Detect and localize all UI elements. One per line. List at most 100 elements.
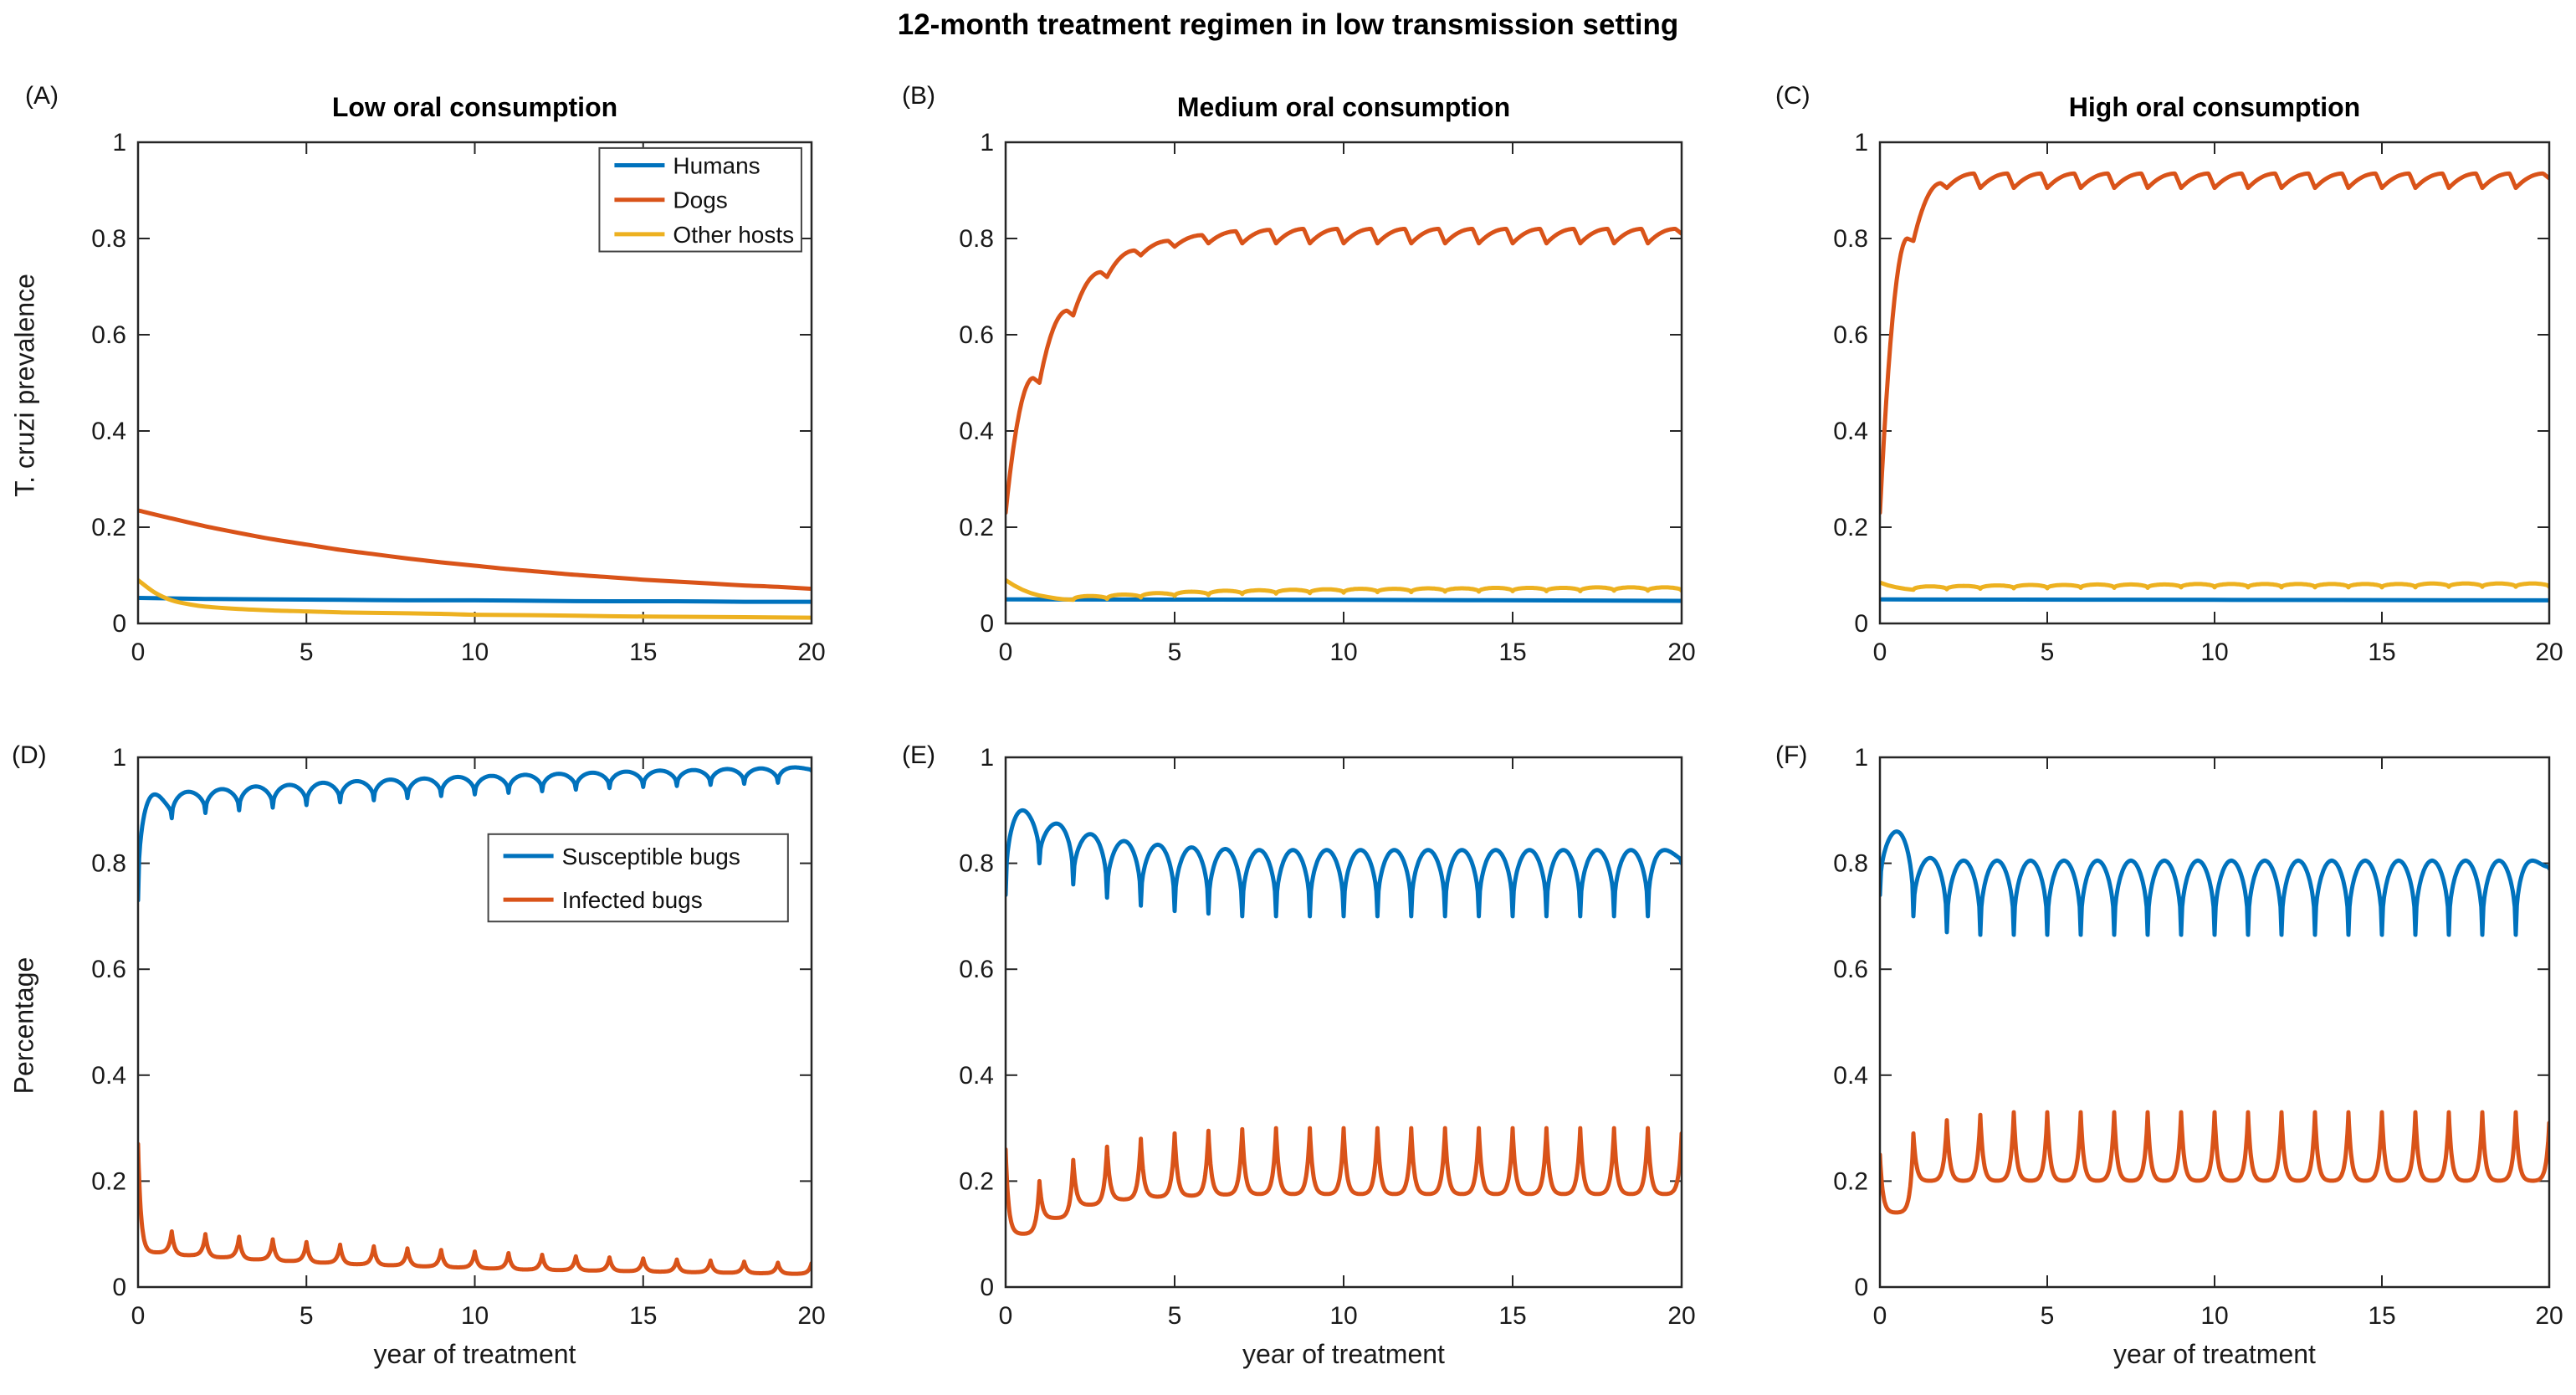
y-tick-label: 0.8 (91, 850, 126, 878)
panel-f-label: (F) (1775, 741, 1808, 769)
x-tick-label: 20 (797, 1302, 825, 1330)
series-humans (1880, 597, 2549, 603)
x-tick-label: 5 (2041, 1302, 2055, 1330)
y-tick-label: 0.2 (91, 1167, 126, 1195)
legend-entry-label: Susceptible bugs (562, 844, 740, 869)
x-tick-label: 10 (1329, 1302, 1357, 1330)
y-tick-label: 0.6 (1833, 321, 1868, 349)
y-tick-label: 1 (1854, 129, 1868, 156)
y-tick-label: 0.6 (91, 956, 126, 983)
y-tick-label: 0 (112, 1274, 126, 1301)
series-humans (138, 596, 812, 604)
series-other-hosts (138, 577, 812, 620)
y-tick-label: 0 (980, 1274, 994, 1301)
panel-a-title: Low oral consumption (331, 92, 618, 122)
y-tick-label: 0.4 (91, 418, 126, 445)
panel-b-title: Medium oral consumption (1176, 92, 1511, 122)
x-tick-label: 5 (1168, 1302, 1182, 1330)
panel-b-label: (B) (902, 82, 935, 110)
y-tick-label: 0.2 (91, 514, 126, 541)
panel-c-title: High oral consumption (2068, 92, 2361, 122)
panel-d-plot: 0 5 10 15 20 0 0.2 0.4 0.6 0.8 1 Susceptible bugs In… (91, 744, 825, 1330)
x-tick-label: 5 (300, 1302, 314, 1330)
x-tick-label: 0 (1873, 639, 1887, 666)
y-tick-label: 0.8 (1833, 225, 1868, 253)
y-tick-label: 1 (1854, 744, 1868, 772)
x-tick-label: 5 (2041, 639, 2055, 666)
y-tick-label: 1 (980, 129, 994, 156)
panel-a-label: (A) (25, 82, 59, 110)
x-tick-label: 15 (2368, 639, 2395, 666)
y-tick-label: 0.4 (1833, 418, 1868, 445)
series-infected-bugs (1880, 1110, 2549, 1215)
legend-entry-label: Humans (673, 153, 760, 179)
series-other-hosts (1006, 577, 1682, 603)
series-dogs (138, 508, 812, 592)
y-tick-label: 0.8 (959, 850, 994, 878)
y-tick-label: 0.4 (959, 418, 994, 445)
x-tick-label: 10 (461, 639, 489, 666)
x-tick-label: 10 (1329, 639, 1357, 666)
y-tick-label: 0.4 (91, 1062, 126, 1090)
panel-c-plot: 0 5 10 15 20 0 0.2 0.4 0.6 0.8 1 (1833, 129, 2563, 666)
series-dogs (1880, 171, 2549, 515)
y-tick-label: 0.4 (959, 1062, 994, 1090)
series-susceptible-bugs (1880, 829, 2549, 937)
series-infected-bugs (138, 1141, 812, 1276)
x-tick-label: 15 (1498, 639, 1526, 666)
figure-title: 12-month treatment regimen in low transm… (897, 8, 1679, 41)
row2-y-axis-label: Percentage (8, 956, 39, 1095)
y-tick-label: 1 (980, 744, 994, 772)
x-tick-label: 20 (2535, 1302, 2563, 1330)
panel-e-plot: 0 5 10 15 20 0 0.2 0.4 0.6 0.8 1 (959, 744, 1695, 1330)
x-tick-label: 10 (461, 1302, 489, 1330)
axes-box (136, 756, 813, 1289)
y-tick-label: 0.2 (959, 514, 994, 541)
y-tick-label: 1 (112, 744, 126, 772)
series-susceptible-bugs (1006, 808, 1682, 919)
panel-b-plot: 0 5 10 15 20 0 0.2 0.4 0.6 0.8 1 (959, 129, 1695, 666)
legend-entry-label: Infected bugs (562, 887, 703, 913)
axes-box (1878, 141, 2551, 625)
x-tick-label: 20 (1667, 639, 1695, 666)
panel-f-plot: 0 5 10 15 20 0 0.2 0.4 0.6 0.8 1 (1833, 744, 2563, 1330)
y-tick-label: 0.6 (959, 956, 994, 983)
series-susceptible-bugs (138, 765, 812, 903)
y-tick-label: 0.8 (91, 225, 126, 253)
legend-entry-label: Dogs (673, 187, 727, 213)
panel-d-label: (D) (12, 741, 47, 769)
axes-box (1878, 756, 2551, 1289)
y-tick-label: 0 (1854, 610, 1868, 638)
series-other-hosts (1880, 580, 2549, 592)
x-tick-label: 15 (2368, 1302, 2395, 1330)
y-tick-label: 0 (1854, 1274, 1868, 1301)
panel-a-plot: 0 5 10 15 20 0 0.2 0.4 0.6 0.8 1 Humans Dogs Other ho… (91, 129, 825, 666)
y-tick-label: 0.2 (1833, 1167, 1868, 1195)
axes-box (136, 141, 813, 625)
y-tick-label: 0.8 (959, 225, 994, 253)
x-tick-label: 20 (2535, 639, 2563, 666)
x-tick-label: 15 (629, 639, 657, 666)
y-tick-label: 0.6 (1833, 956, 1868, 983)
x-axis-label-d: year of treatment (373, 1339, 576, 1369)
x-tick-label: 0 (131, 639, 146, 666)
x-tick-label: 0 (131, 1302, 146, 1330)
y-tick-label: 1 (112, 129, 126, 156)
row1-y-axis-label: T. cruzi prevalence (9, 274, 40, 497)
y-tick-label: 0.6 (91, 321, 126, 349)
x-axis-label-e: year of treatment (1242, 1339, 1445, 1369)
x-tick-label: 15 (1498, 1302, 1526, 1330)
axes-box (1004, 141, 1683, 625)
x-tick-label: 5 (1168, 639, 1182, 666)
legend-entry-label: Other hosts (673, 222, 794, 248)
x-tick-label: 20 (1667, 1302, 1695, 1330)
axes-box (1004, 756, 1683, 1289)
x-axis-label-f: year of treatment (2113, 1339, 2316, 1369)
x-tick-label: 15 (629, 1302, 657, 1330)
series-infected-bugs (1006, 1126, 1682, 1236)
x-tick-label: 10 (2200, 1302, 2228, 1330)
y-tick-label: 0.4 (1833, 1062, 1868, 1090)
y-tick-label: 0.6 (959, 321, 994, 349)
legend-box (487, 833, 789, 923)
